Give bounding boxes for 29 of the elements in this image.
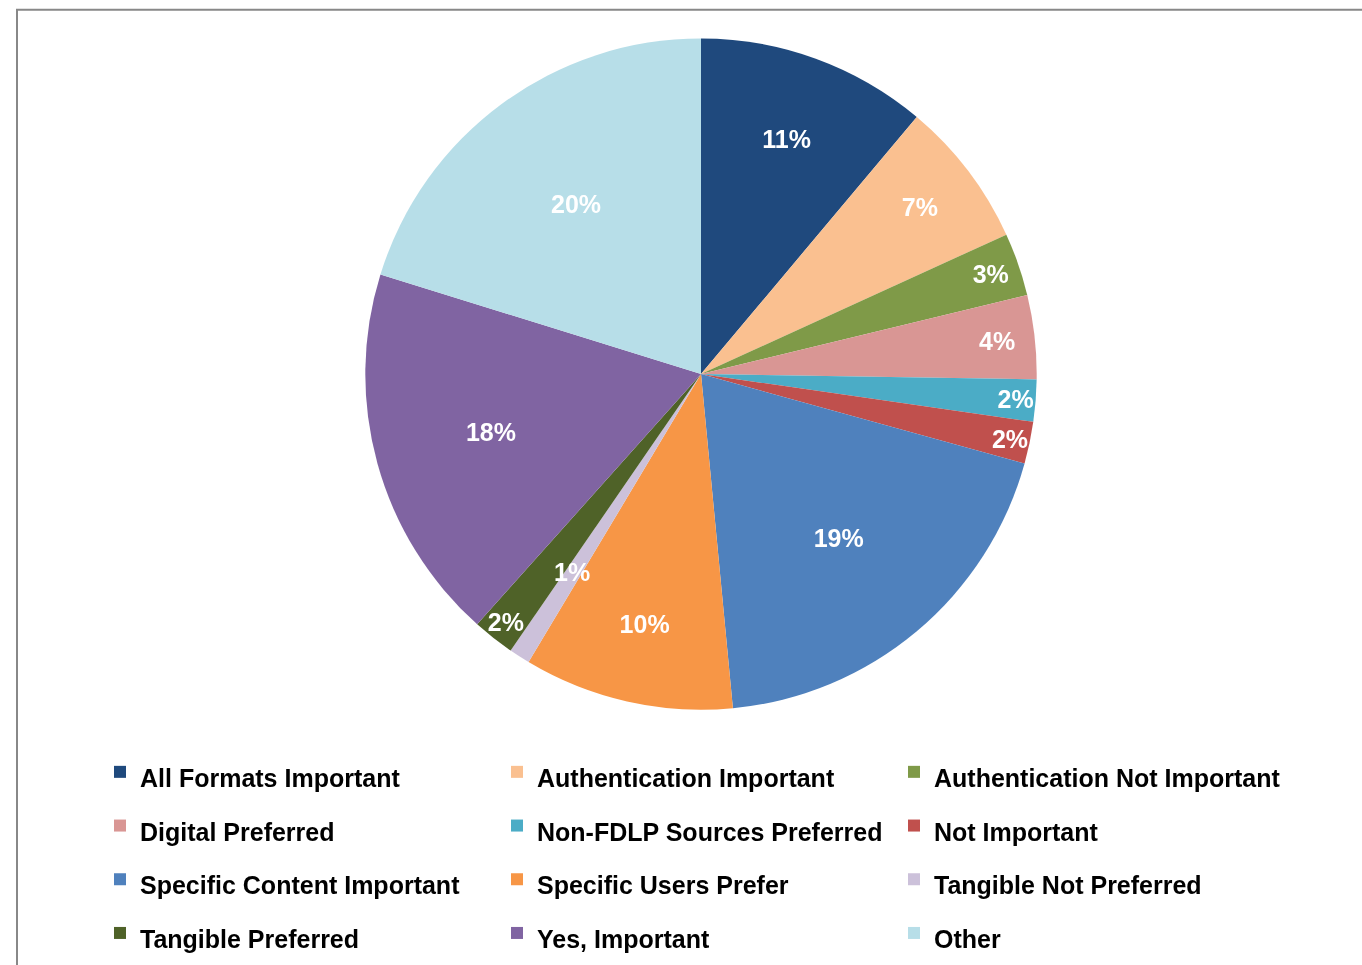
pie-slice: [701, 294, 1037, 380]
pie-slice: [701, 374, 1034, 464]
data-label: 20%: [551, 190, 602, 219]
data-label: 2%: [991, 424, 1029, 453]
pie-slice: [701, 374, 1037, 422]
pie-slice: [701, 234, 1028, 375]
data-label: 18%: [465, 418, 517, 447]
data-label: 2%: [487, 608, 524, 637]
legend-label: Specific Content Important: [140, 871, 461, 900]
legend-label: Tangible Preferred: [140, 925, 360, 954]
legend-label: Authentication Not Important: [934, 764, 1281, 793]
data-label: 11%: [762, 125, 811, 154]
legend-label: Tangible Not Preferred: [934, 871, 1202, 900]
data-label: 10%: [619, 609, 670, 638]
data-label: 2%: [997, 385, 1034, 414]
legend-label: Authentication Important: [537, 764, 835, 793]
data-label: 3%: [972, 259, 1009, 288]
pie-slice: [528, 374, 733, 710]
data-label: 7%: [901, 193, 938, 222]
data-label: 4%: [979, 327, 1016, 356]
legend-label: All Formats Important: [140, 764, 401, 793]
legend-label: Digital Preferred: [140, 817, 335, 846]
data-label: 19%: [813, 524, 864, 553]
legend-label: Not Important: [934, 817, 1099, 846]
legend-label: Non-FDLP Sources Preferred: [537, 817, 883, 846]
legend-label: Specific Users Prefer: [537, 871, 789, 900]
legend-label: Other: [934, 925, 1001, 954]
pie-slice: [380, 38, 701, 375]
legend-label: Yes, Important: [537, 925, 710, 954]
